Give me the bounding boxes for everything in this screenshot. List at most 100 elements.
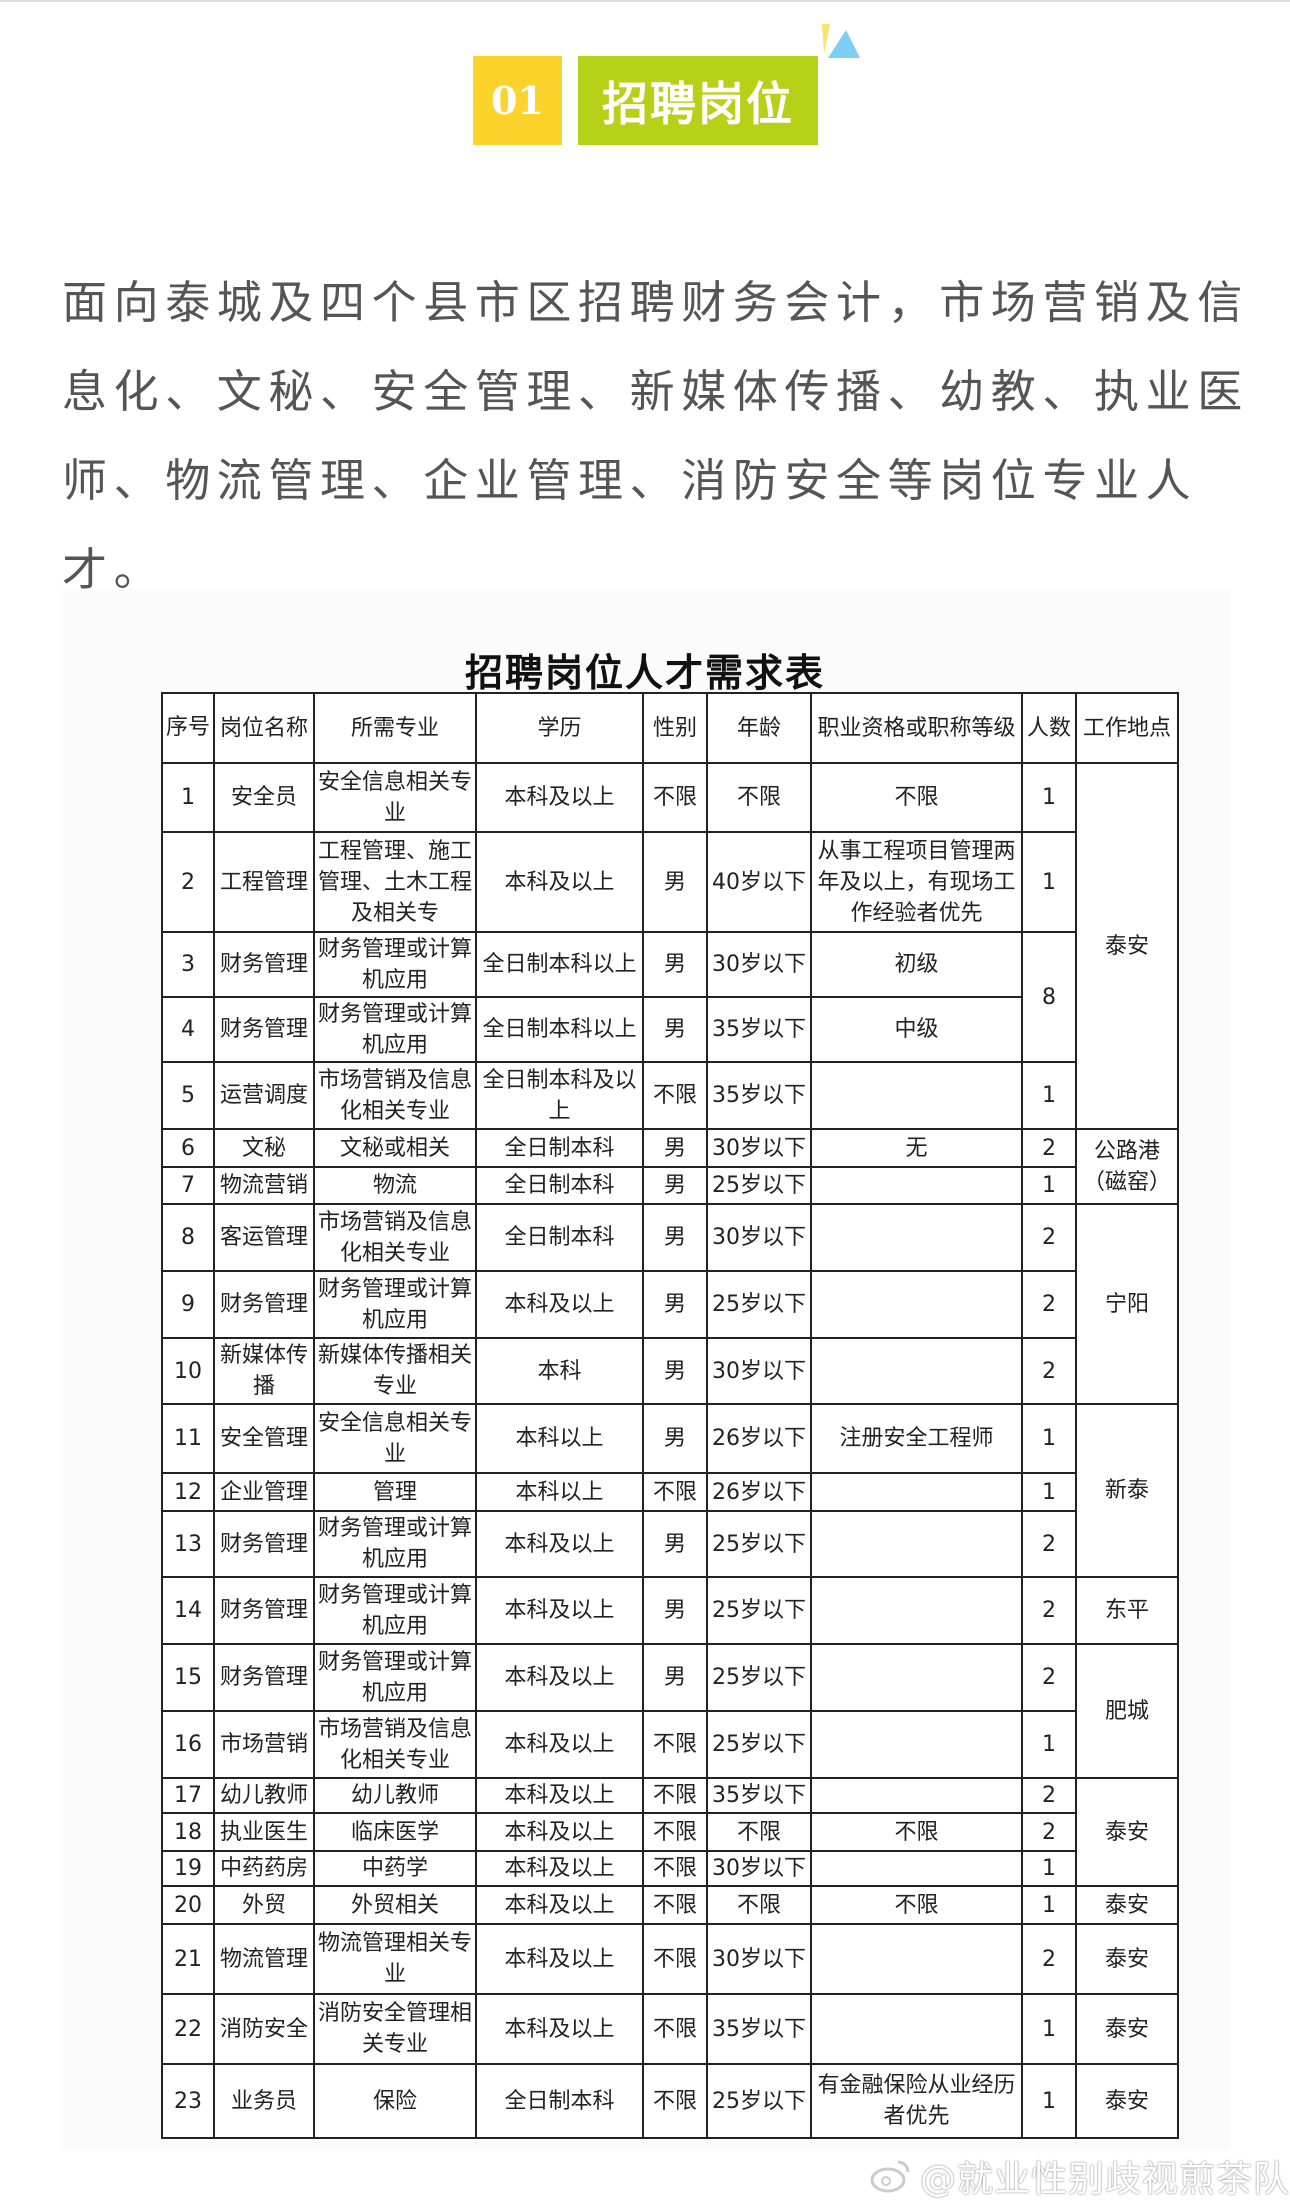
table-row: 15 财务管理 财务管理或计算机应用 本科及以上男 25岁以下 2 肥城 — [161, 1643, 1179, 1779]
cell-position: 消防安全 — [213, 1993, 315, 2065]
cell-location: 泰安 — [1075, 762, 1179, 1130]
cell-position: 市场营销 — [213, 1710, 315, 1779]
table-row: 19 中药药房 中药学 本科及以上 不限 30岁以下 1 — [161, 1850, 1178, 1887]
cell-count: 1 — [1021, 1472, 1077, 1512]
cell-location: 泰安 — [1075, 2063, 1179, 2139]
cell-age: 25岁以下 — [706, 2063, 812, 2139]
cell-count: 2 — [1021, 1643, 1077, 1712]
cell-count: 2 — [1021, 1203, 1077, 1272]
cell-gender: 不限 — [642, 1061, 708, 1130]
table-row: 23 业务员 保险 全日制本科 不限 25岁以下 有金融保险从业经历者优先 1 泰安 — [161, 2063, 1179, 2139]
cell-location: 肥城 — [1075, 1643, 1179, 1779]
decorative-triangles-icon — [822, 24, 860, 58]
cell-age: 不限 — [706, 1812, 812, 1852]
cell-count: 1 — [1021, 762, 1077, 833]
cell-seq: 15 — [161, 1643, 215, 1712]
cell-seq: 7 — [161, 1166, 215, 1205]
cell-seq: 16 — [161, 1710, 215, 1779]
cell-count: 1 — [1021, 1061, 1077, 1130]
cell-major: 安全信息相关专业 — [313, 1403, 477, 1474]
cell-education: 本科及以上 — [475, 1510, 644, 1578]
cell-education: 全日制本科 — [475, 1166, 644, 1205]
cell-education: 全日制本科 — [475, 1203, 644, 1272]
cell-count: 1 — [1021, 831, 1077, 933]
cell-education: 本科及以上 — [475, 1885, 644, 1925]
table-row: 18 执业医生 临床医学 本科及以上 不限 不限 不限 2 — [161, 1812, 1178, 1852]
weibo-logo-icon — [870, 2160, 910, 2193]
cell-position: 财务管理 — [213, 931, 315, 998]
cell-education: 本科 — [475, 1337, 644, 1405]
cell-position: 财务管理 — [213, 1576, 315, 1645]
cell-seq: 8 — [161, 1203, 215, 1272]
table-header-row: 序号 岗位名称 所需专业 学历 性别 年龄 职业资格或职称等级 人数 工作地点 — [161, 692, 1179, 764]
header-seq: 序号 — [161, 692, 215, 764]
cell-education: 本科以上 — [475, 1403, 644, 1474]
cell-age: 25岁以下 — [706, 1710, 812, 1779]
table-row: 22 消防安全 消防安全管理相关专业 本科及以上 不限 35岁以下 1 泰安 — [161, 1993, 1179, 2065]
cell-age: 30岁以下 — [706, 1337, 812, 1405]
cell-age: 30岁以下 — [706, 1203, 812, 1272]
cell-position: 文秘 — [213, 1128, 315, 1168]
cell-major: 财务管理或计算机应用 — [313, 996, 477, 1063]
cell-age: 不限 — [706, 762, 812, 833]
header-qualification: 职业资格或职称等级 — [810, 692, 1023, 764]
cell-gender: 不限 — [642, 1812, 708, 1852]
cell-position: 新媒体传播 — [213, 1337, 315, 1405]
cell-education: 本科及以上 — [475, 1270, 644, 1339]
cell-location: 泰安 — [1075, 1885, 1179, 1925]
cell-qualification — [810, 1710, 1023, 1779]
cell-gender: 男 — [642, 1166, 708, 1205]
cell-gender: 男 — [642, 1403, 708, 1474]
cell-seq: 18 — [161, 1812, 215, 1852]
cell-position: 安全管理 — [213, 1403, 315, 1474]
watermark: @就业性别歧视煎茶队 — [870, 2150, 1290, 2202]
cell-seq: 9 — [161, 1270, 215, 1339]
cell-major: 财务管理或计算机应用 — [313, 1643, 477, 1712]
intro-paragraph: 面向泰城及四个县市区招聘财务会计，市场营销及信息化、文秘、安全管理、新媒体传播、… — [62, 276, 1249, 596]
cell-position: 财务管理 — [213, 1643, 315, 1712]
cell-qualification — [810, 1166, 1023, 1205]
cell-age: 26岁以下 — [706, 1472, 812, 1512]
cell-location: 泰安 — [1075, 1777, 1179, 1887]
top-divider — [0, 0, 1290, 2]
cell-qualification: 注册安全工程师 — [810, 1403, 1023, 1474]
table-row: 5 运营调度 市场营销及信息化相关专业 全日制本科及以上 不限 35岁以下 1 — [161, 1061, 1178, 1130]
header-location: 工作地点 — [1075, 692, 1179, 764]
cell-gender: 不限 — [642, 1993, 708, 2065]
header-position: 岗位名称 — [213, 692, 315, 764]
table-row: 9 财务管理 财务管理或计算机应用 本科及以上男 25岁以下 2 — [161, 1270, 1178, 1339]
recruitment-table: 序号 岗位名称 所需专业 学历 性别 年龄 职业资格或职称等级 人数 工作地点 1 安全员 安全信息… — [161, 692, 1179, 2139]
cell-age: 40岁以下 — [706, 831, 812, 933]
table-row: 12 企业管理 管理 本科以上 不限 26岁以下 1 — [161, 1472, 1178, 1512]
cell-gender: 男 — [642, 1576, 708, 1645]
cell-position: 运营调度 — [213, 1061, 315, 1130]
cell-education: 本科及以上 — [475, 1777, 644, 1814]
cell-location: 泰安 — [1075, 1923, 1179, 1995]
cell-education: 本科及以上 — [475, 1993, 644, 2065]
cell-education: 本科及以上 — [475, 1850, 644, 1887]
cell-seq: 23 — [161, 2063, 215, 2139]
cell-education: 本科及以上 — [475, 762, 644, 833]
cell-seq: 17 — [161, 1777, 215, 1814]
cell-qualification — [810, 1777, 1023, 1814]
cell-gender: 不限 — [642, 1710, 708, 1779]
cell-position: 执业医生 — [213, 1812, 315, 1852]
cell-location: 新泰 — [1075, 1403, 1179, 1578]
cell-gender: 不限 — [642, 2063, 708, 2139]
cell-major: 文秘或相关 — [313, 1128, 477, 1168]
cell-gender: 男 — [642, 831, 708, 933]
cell-education: 本科以上 — [475, 1472, 644, 1512]
cell-gender: 不限 — [642, 1850, 708, 1887]
cell-qualification: 无 — [810, 1128, 1023, 1168]
cell-major: 新媒体传播相关专业 — [313, 1337, 477, 1405]
cell-major: 物流管理相关专业 — [313, 1923, 477, 1995]
cell-position: 物流管理 — [213, 1923, 315, 1995]
cell-age: 25岁以下 — [706, 1270, 812, 1339]
cell-position: 外贸 — [213, 1885, 315, 1925]
header-age: 年龄 — [706, 692, 812, 764]
cell-count: 2 — [1021, 1270, 1077, 1339]
table-row: 4 财务管理 财务管理或计算机应用 全日制本科以上男 35岁以下 中级 — [161, 996, 1178, 1063]
cell-qualification — [810, 1643, 1023, 1712]
cell-education: 全日制本科以上 — [475, 996, 644, 1063]
cell-major: 财务管理或计算机应用 — [313, 1576, 477, 1645]
